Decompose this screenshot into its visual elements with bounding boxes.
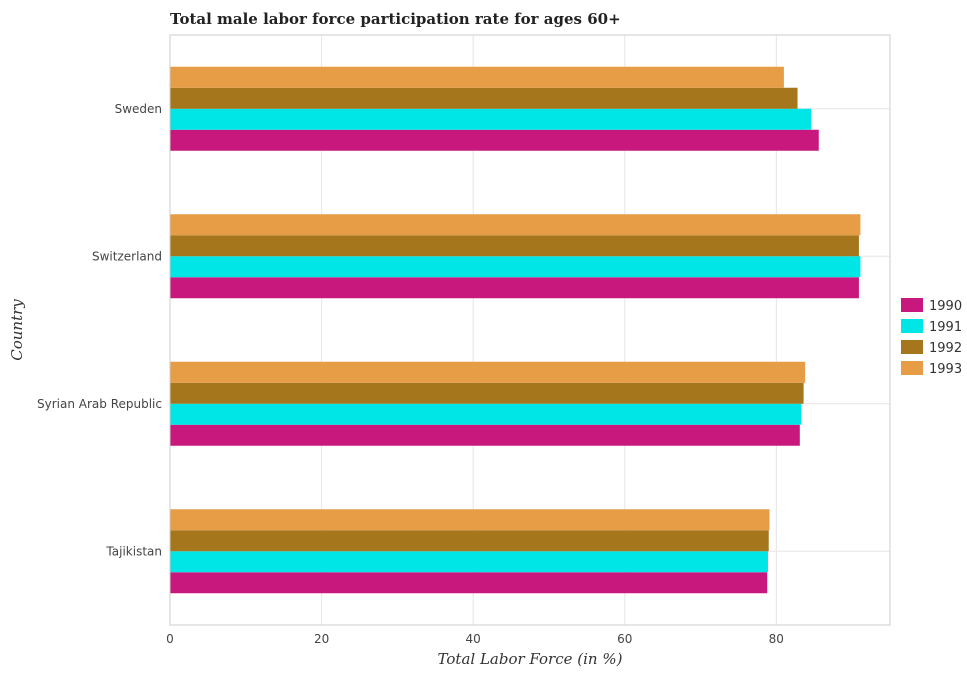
bar [170,361,806,383]
bars [170,66,861,594]
plot-frame [169,34,891,626]
bar [170,87,798,109]
y-tick-label: Sweden [115,102,162,116]
x-tick-label: 40 [466,632,481,646]
bar [170,551,768,573]
y-tick-label: Tajikistan [105,544,162,558]
x-tick-label: 60 [617,632,632,646]
x-axis-title: Total Labor Force (in %) [438,650,623,668]
legend-label: 1993 [929,362,962,377]
legend-swatch [901,298,923,312]
bar [170,235,859,257]
legend: 1990 1991 1992 1993 [901,298,962,377]
legend-label: 1991 [929,320,962,335]
chart-title: Total male labor force participation rat… [170,10,621,28]
legend-label: 1992 [929,341,962,356]
x-tick-label: 20 [314,632,329,646]
legend-swatch [901,340,923,354]
x-tick-label: 0 [166,632,174,646]
bar [170,572,768,594]
y-axis-title: Country [8,299,26,361]
bar [170,214,861,236]
x-tick-labels: 0 20 40 60 80 [166,632,784,646]
bar [170,129,819,151]
y-tick-labels: Sweden Switzerland Syrian Arab Republic Taj… [37,102,162,559]
legend-swatch [901,319,923,333]
bar [170,509,770,531]
bar [170,424,800,446]
bar [170,382,804,404]
y-tick-label: Switzerland [92,249,162,263]
bar [170,277,859,299]
bar [170,256,861,278]
legend-swatch [901,361,923,375]
bar [170,66,784,88]
bar [170,108,812,130]
y-tick-label: Syrian Arab Republic [37,397,162,411]
legend-label: 1990 [929,299,962,314]
bar [170,530,769,552]
x-tick-label: 80 [769,632,784,646]
bar [170,403,802,425]
